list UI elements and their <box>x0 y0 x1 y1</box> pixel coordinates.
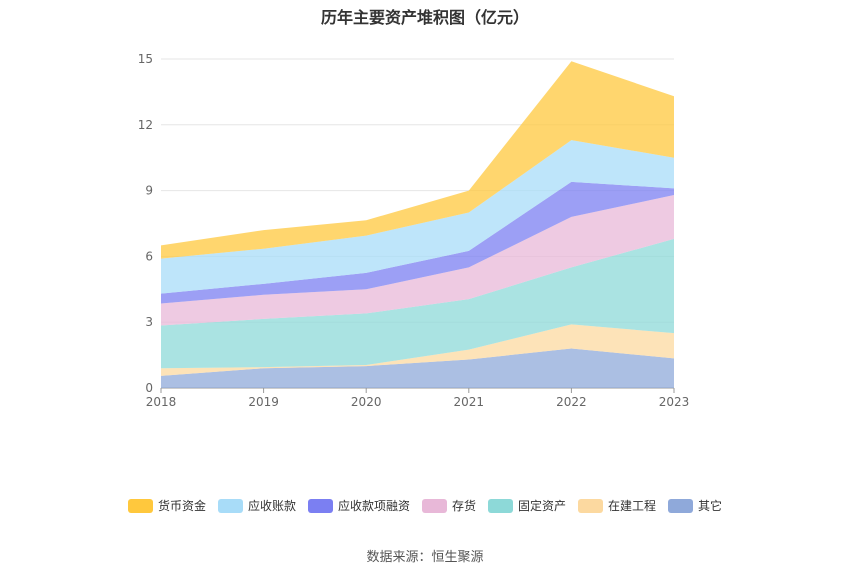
legend-label: 固定资产 <box>518 499 567 513</box>
x-tick-label: 2018 <box>146 395 177 409</box>
y-tick-label: 9 <box>145 184 153 198</box>
legend-swatch <box>307 498 333 513</box>
legend-item[interactable]: 应收款项融资 <box>307 497 410 514</box>
area-固定资产 <box>161 238 674 369</box>
data-source: 数据来源：恒生聚源 <box>366 550 484 565</box>
legend-label: 其它 <box>698 499 723 513</box>
legend-label: 应收款项融资 <box>337 499 410 513</box>
legend-label: 应收账款 <box>247 499 296 513</box>
legend-label: 存货 <box>451 499 476 513</box>
legend-item[interactable]: 固定资产 <box>488 497 566 514</box>
legend-swatch <box>488 498 513 513</box>
legend-item[interactable]: 货币资金 <box>127 497 206 514</box>
legend-item[interactable]: 存货 <box>421 497 476 514</box>
legend-swatch <box>421 498 447 513</box>
y-tick-label: 6 <box>145 249 153 263</box>
legend: 货币资金 应收账款 应收款项融资 存货 固定资产 在建工程 其它 <box>0 497 850 514</box>
x-tick-label: 2021 <box>454 395 485 409</box>
legend-item[interactable]: 在建工程 <box>578 497 656 514</box>
y-tick-label: 0 <box>145 381 153 395</box>
x-tick-label: 2022 <box>556 395 587 409</box>
area-存货 <box>161 194 674 326</box>
legend-item[interactable]: 应收账款 <box>217 497 296 514</box>
legend-swatch <box>217 498 243 513</box>
area-应收账款 <box>161 140 674 294</box>
area-其它 <box>161 348 674 388</box>
chart-title: 历年主要资产堆积图（亿元） <box>320 8 529 27</box>
legend-item[interactable]: 其它 <box>668 497 722 514</box>
y-tick-label: 12 <box>138 118 153 132</box>
legend-swatch <box>578 498 604 513</box>
y-tick-label: 3 <box>145 315 153 329</box>
area-应收款项融资 <box>161 181 674 304</box>
x-tick-label: 2019 <box>248 395 279 409</box>
x-tick-label: 2023 <box>659 395 690 409</box>
legend-swatch <box>127 498 153 513</box>
legend-label: 货币资金 <box>157 499 206 513</box>
area-货币资金 <box>161 61 674 259</box>
legend-swatch <box>668 498 694 513</box>
legend-label: 在建工程 <box>608 499 657 513</box>
x-tick-label: 2020 <box>351 395 382 409</box>
y-tick-label: 15 <box>138 52 153 66</box>
area-series <box>161 61 674 388</box>
axes: 0 3 6 9 12 15 2018 2019 2020 2021 2022 2023 <box>138 52 690 409</box>
stacked-area-chart: 0 3 6 9 12 15 2018 2019 2020 2021 2022 2023 <box>138 52 690 409</box>
area-在建工程 <box>161 324 674 376</box>
